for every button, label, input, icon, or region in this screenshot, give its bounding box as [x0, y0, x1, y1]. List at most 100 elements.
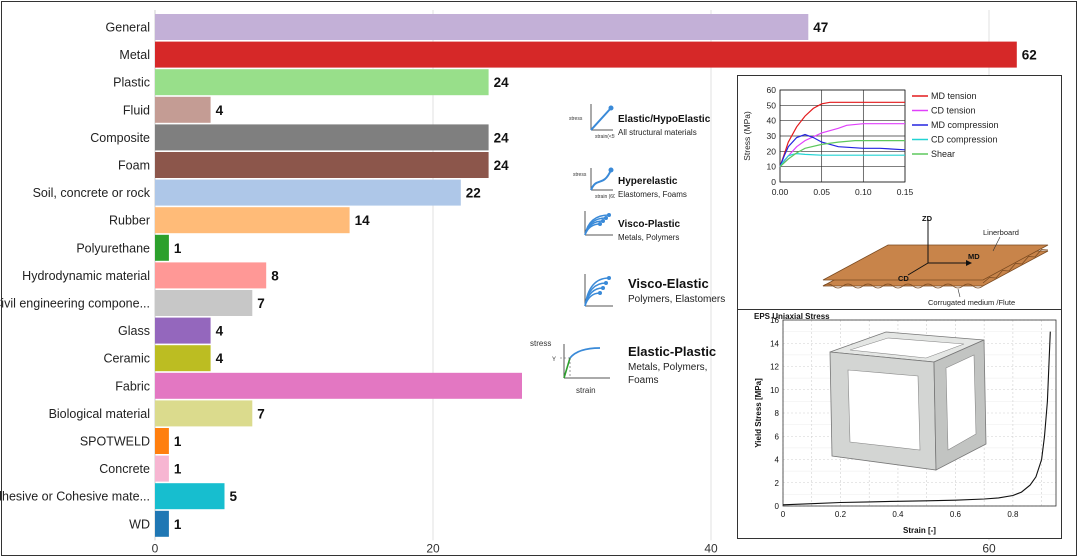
point: [601, 286, 605, 290]
y-axis-label: Yield Stress [MPa]: [754, 378, 763, 448]
material-model-item: stress strain (600%) Hyperelastic Elastomer…: [530, 162, 735, 222]
x-tick-label: 0.8: [1007, 510, 1019, 519]
legend-label: CD compression: [931, 135, 998, 145]
point: [608, 167, 614, 173]
icon-label: stress: [530, 339, 551, 348]
plastic-curve: [569, 347, 601, 359]
category-label: Hydrodynamic material: [22, 269, 150, 283]
cube-side-opening: [945, 354, 977, 451]
eps-uniaxial-stress-chart: EPS Uniaxial Stress 0 2 4 6 8 10 12 14 16 0 0.2 0.4 0…: [754, 312, 1057, 535]
legend-label: MD compression: [931, 120, 999, 130]
icon-label: Y: [552, 357, 556, 363]
point: [601, 219, 605, 223]
material-model-subtitle: Metals, Polymers: [618, 233, 680, 242]
y-tick-label: 2: [775, 479, 780, 488]
bar: [155, 41, 1017, 68]
liner-label: Linerboard: [983, 228, 1019, 237]
bar: [155, 124, 489, 151]
bar: [155, 262, 267, 289]
y-tick-label: 14: [770, 339, 779, 348]
bar-value-label: 4: [216, 351, 224, 366]
bar-value-label: 24: [494, 75, 510, 90]
category-label: Metal: [119, 48, 150, 62]
bar: [155, 14, 809, 40]
category-label: Ceramic: [103, 352, 150, 366]
x-tick-label: 0.10: [855, 187, 872, 197]
category-label: Soil, concrete or rock: [33, 186, 151, 200]
zd-label: ZD: [922, 214, 933, 223]
category-label: Glass: [118, 324, 150, 338]
elastic-segment: [563, 357, 571, 379]
icon-label: strain: [576, 386, 596, 395]
liner-leader: [992, 236, 1001, 252]
bar-value-label: 1: [174, 241, 182, 256]
category-label: Polyurethane: [76, 241, 150, 255]
bar: [155, 152, 489, 178]
corrugated-board-inset: 0.00 0.05 0.10 0.15 0 10 20 30 40 50 60 Stress (MPa…: [737, 75, 1062, 310]
material-model-subtitle: Metals, Polymers, Foams: [628, 362, 708, 386]
eps-cube-illustration: [829, 331, 987, 471]
series-line: [779, 123, 905, 168]
bar: [155, 455, 169, 482]
material-models-panel: stress strain(<5%) Elastic/HypoElastic All …: [530, 100, 735, 420]
eps-uniaxial-inset: EPS Uniaxial Stress 0 2 4 6 8 10 12 14 16 0 0.2 0.4 0…: [737, 309, 1062, 539]
y-tick-label: 0: [771, 177, 776, 187]
bar-value-label: 1: [174, 517, 182, 532]
legend-label: Shear: [931, 149, 955, 159]
bar-value-label: 7: [257, 406, 265, 421]
curve: [590, 107, 612, 131]
corrugated-stress-strain-chart: 0.00 0.05 0.10 0.15 0 10 20 30 40 50 60 Stress (MPa…: [742, 85, 999, 197]
series-line: [779, 133, 906, 167]
bar-value-label: 24: [494, 158, 510, 173]
material-model-title: Visco-Elastic: [628, 276, 709, 291]
curve: [590, 169, 612, 191]
legend-label: CD tension: [931, 106, 976, 116]
category-label: Plastic: [113, 76, 150, 90]
category-label: General: [106, 21, 150, 35]
y-tick-label: 12: [770, 363, 779, 372]
icon-label: stress: [573, 172, 587, 178]
bar-value-label: 24: [494, 130, 510, 145]
point: [604, 281, 608, 285]
cube-front-opening: [847, 369, 921, 451]
chart-title: EPS Uniaxial Stress: [754, 312, 830, 321]
category-label: Composite: [90, 131, 150, 145]
bar: [155, 290, 253, 316]
x-tick-label: 0: [781, 510, 786, 519]
viscoplastic-curves-icon: [584, 211, 613, 236]
category-label: Biological material: [49, 407, 150, 421]
icon-label: strain(<5%): [595, 134, 615, 140]
category-label: Rubber: [109, 214, 150, 228]
y-tick-label: 6: [775, 432, 780, 441]
cd-axis: [907, 262, 929, 276]
category-label: Foam: [118, 159, 150, 173]
bar: [155, 345, 211, 372]
material-model-subtitle: Elastomers, Foams: [618, 190, 687, 199]
viscoelastic-curves-icon: [584, 274, 613, 307]
bar: [155, 96, 211, 123]
x-tick-label: 20: [426, 541, 440, 555]
bar: [155, 372, 522, 399]
x-tick-label: 0: [152, 541, 159, 555]
bar: [155, 400, 253, 427]
point: [604, 216, 608, 220]
y-tick-label: 4: [775, 456, 780, 465]
category-label: Adhesive or Cohesive mate...: [0, 490, 150, 504]
category-label: SPOTWELD: [80, 435, 150, 449]
bar: [155, 179, 461, 206]
y-tick-label: 60: [767, 85, 777, 95]
md-label: MD: [968, 252, 980, 261]
bar-value-label: 22: [466, 186, 481, 201]
y-tick-label: 10: [767, 162, 777, 172]
material-model-item: stress strain(<5%) Elastic/HypoElastic All …: [530, 100, 735, 160]
category-label: Civil engineering compone...: [0, 297, 150, 311]
bar-value-label: 47: [813, 20, 828, 35]
series-line: [779, 139, 905, 168]
series-line: [782, 331, 1051, 506]
point: [607, 276, 611, 280]
icon-label: stress: [569, 116, 583, 122]
plot-frame: [782, 319, 1057, 507]
